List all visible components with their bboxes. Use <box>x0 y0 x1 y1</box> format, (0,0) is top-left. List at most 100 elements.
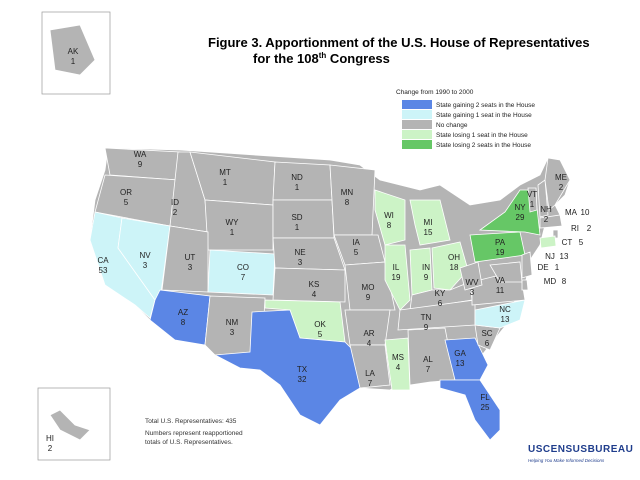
legend-swatch <box>402 110 432 119</box>
state-abbr: MD <box>544 277 557 286</box>
state-abbr: NH <box>540 205 552 214</box>
legend-swatch <box>402 140 432 149</box>
state-shape <box>349 344 391 389</box>
state-seats: 1 <box>555 263 560 272</box>
state-seats: 15 <box>424 228 433 237</box>
state-seats: 2 <box>559 183 564 192</box>
title-line1: Figure 3. Apportionment of the U.S. Hous… <box>208 35 590 50</box>
state-seats: 3 <box>188 263 193 272</box>
state-seats: 7 <box>241 273 246 282</box>
state-abbr: WI <box>384 211 394 220</box>
state-seats: 5 <box>354 248 359 257</box>
legend-title: Change from 1990 to 2000 <box>396 89 474 96</box>
state-abbr: RI <box>571 224 579 233</box>
state-abbr: NY <box>514 203 526 212</box>
state-seats: 10 <box>581 208 590 217</box>
state-abbr: OR <box>120 188 132 197</box>
state-shape <box>204 199 274 251</box>
state-shape <box>489 261 523 283</box>
state-abbr: OK <box>314 320 326 329</box>
state-shape <box>539 214 563 229</box>
state-seats: 1 <box>295 223 300 232</box>
legend-swatch <box>402 100 432 109</box>
state-shape <box>459 261 483 291</box>
hawaii-inset <box>37 387 111 461</box>
state-seats: 8 <box>562 277 567 286</box>
state-shape <box>474 299 526 329</box>
state-seats: 3 <box>230 328 235 337</box>
state-seats: 1 <box>71 57 76 66</box>
state-shape <box>374 189 406 246</box>
state-abbr: UT <box>185 253 196 262</box>
state-abbr: CA <box>97 256 109 265</box>
state-seats: 4 <box>312 290 317 299</box>
state-seats: 6 <box>438 299 443 308</box>
state-abbr: MT <box>219 168 231 177</box>
state-seats: 5 <box>579 238 584 247</box>
state-shape <box>544 157 571 211</box>
state-shape <box>272 199 335 239</box>
state-shape <box>272 237 346 271</box>
state-abbr: NE <box>294 248 305 257</box>
legend-swatch <box>402 130 432 139</box>
state-abbr: VA <box>495 276 506 285</box>
state-abbr: PA <box>495 238 506 247</box>
state-shape <box>329 164 376 236</box>
state-abbr: IA <box>352 238 360 247</box>
state-seats: 2 <box>173 208 178 217</box>
state-shape <box>49 409 91 441</box>
legend-label: State losing 1 seat in the House <box>436 132 528 139</box>
state-abbr: MN <box>341 188 354 197</box>
state-abbr: ME <box>555 173 567 182</box>
state-seats: 9 <box>424 323 429 332</box>
title-text: for the 108 <box>253 51 319 66</box>
title-line2: for the 108th Congress <box>253 51 390 66</box>
state-shape <box>444 337 489 381</box>
state-abbr: HI <box>46 434 54 443</box>
state-seats: 5 <box>318 330 323 339</box>
state-abbr: TN <box>421 313 432 322</box>
state-seats: 19 <box>392 273 401 282</box>
state-seats: 13 <box>456 359 465 368</box>
state-seats: 6 <box>485 339 490 348</box>
state-shape <box>409 199 451 246</box>
state-seats: 32 <box>298 375 307 384</box>
state-seats: 18 <box>450 263 459 272</box>
state-seats: 4 <box>396 363 401 372</box>
state-abbr: KS <box>309 280 320 289</box>
legend-label: No change <box>436 122 468 129</box>
state-abbr: AZ <box>178 308 188 317</box>
state-seats: 25 <box>481 403 490 412</box>
state-seats: 29 <box>516 213 525 222</box>
state-seats: 2 <box>587 224 592 233</box>
state-shape <box>439 379 501 441</box>
state-seats: 11 <box>496 286 505 295</box>
state-abbr: DE <box>537 263 548 272</box>
state-shape <box>521 279 529 291</box>
state-abbr: NJ <box>545 252 555 261</box>
state-seats: 19 <box>496 248 505 257</box>
state-shape <box>521 251 533 279</box>
state-abbr: KY <box>435 289 446 298</box>
legend-label: State gaining 1 seat in the House <box>436 112 532 119</box>
title-superscript: th <box>319 51 327 60</box>
legend-swatch <box>402 120 432 129</box>
state-seats: 3 <box>298 258 303 267</box>
state-abbr: IL <box>393 263 400 272</box>
state-seats: 7 <box>426 365 431 374</box>
state-abbr: CO <box>237 263 249 272</box>
state-abbr: MI <box>424 218 433 227</box>
state-seats: 7 <box>368 379 373 388</box>
legend-label: State losing 2 seats in the House <box>436 142 531 149</box>
state-seats: 1 <box>223 178 228 187</box>
state-abbr: MO <box>362 283 375 292</box>
state-abbr: ID <box>171 198 179 207</box>
state-abbr: WY <box>226 218 240 227</box>
state-shape <box>539 235 557 249</box>
state-seats: 2 <box>48 444 53 453</box>
state-abbr: AL <box>423 355 433 364</box>
logo-name: USCENSUSBUREAU <box>528 444 633 455</box>
state-abbr: VT <box>527 190 537 199</box>
